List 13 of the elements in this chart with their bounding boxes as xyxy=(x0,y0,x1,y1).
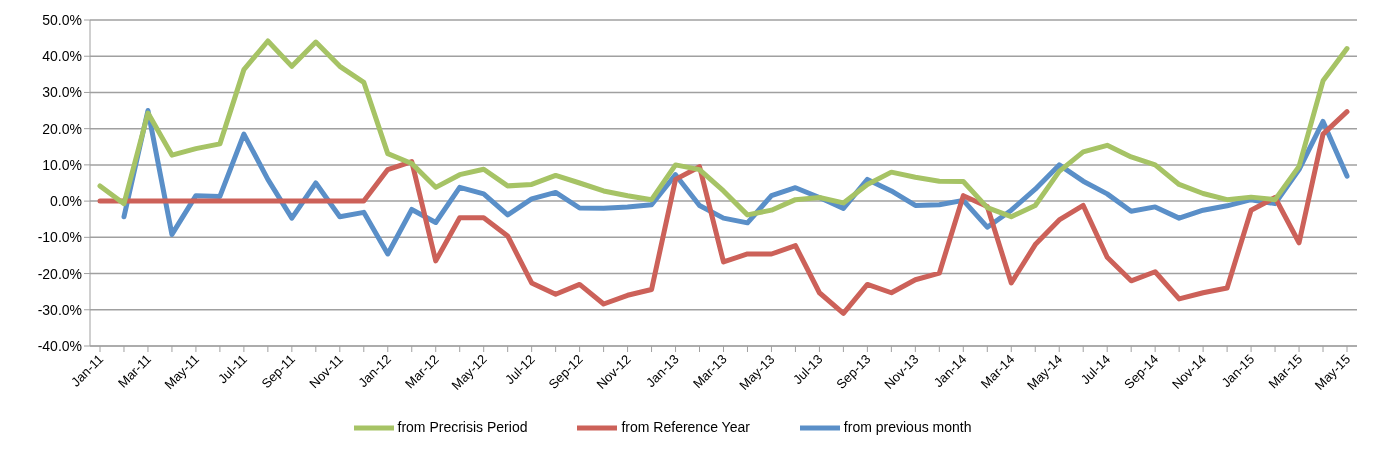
y-tick-label: 10.0% xyxy=(42,156,82,173)
y-tick-label: -20.0% xyxy=(37,265,82,282)
y-tick-label: 20.0% xyxy=(42,120,82,137)
y-tick-label: 0.0% xyxy=(50,193,82,210)
legend-label: from Reference Year xyxy=(621,418,750,435)
legend-label: from Precrisis Period xyxy=(397,418,528,435)
y-tick-label: -30.0% xyxy=(37,301,82,318)
y-tick-label: -10.0% xyxy=(37,229,82,246)
y-tick-label: 30.0% xyxy=(42,84,82,101)
y-tick-label: -40.0% xyxy=(37,337,82,354)
legend-label: from previous month xyxy=(843,418,972,435)
y-tick-label: 40.0% xyxy=(42,48,82,65)
y-tick-label: 50.0% xyxy=(42,11,82,28)
